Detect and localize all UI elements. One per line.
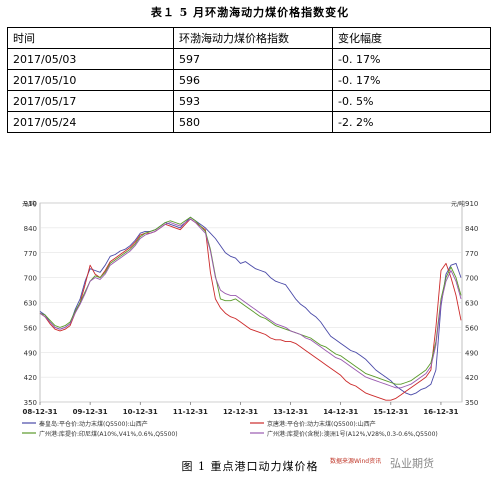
x-tick-label: 15-12-31 bbox=[373, 408, 408, 416]
y-tick-label-left: 490 bbox=[24, 349, 37, 357]
table-title: 表１ 5 月环渤海动力煤价格指数变化 bbox=[150, 6, 350, 19]
y-tick-label-left: 700 bbox=[24, 275, 37, 283]
series-line-3 bbox=[39, 216, 462, 385]
chart-grid bbox=[39, 202, 463, 403]
y-tick-label-right: 700 bbox=[465, 275, 478, 283]
header-date: 时间 bbox=[7, 27, 174, 49]
table-row: 2017/05/17 593 -0. 5% bbox=[7, 90, 491, 112]
left-unit-label: 元/吨 bbox=[22, 200, 36, 208]
watermark-text: 弘业期货 bbox=[390, 457, 434, 470]
x-tick-label: 11-12-31 bbox=[173, 408, 208, 416]
x-tick-label: 10-12-31 bbox=[123, 408, 158, 416]
legend-label: 秦皇岛:平仓价:动力末煤(Q5500):山西产 bbox=[39, 420, 148, 428]
table-header-row: 时间 环渤海动力煤价格指数 变化幅度 bbox=[7, 27, 491, 49]
y-tick-label-left: 630 bbox=[24, 300, 37, 308]
x-tick-label: 12-12-31 bbox=[223, 408, 258, 416]
header-change: 变化幅度 bbox=[332, 27, 491, 49]
chart-axes: 350 350 420 420 490 490 560 560 630 630 700 700 770 7… bbox=[22, 200, 478, 416]
cell-index: 580 bbox=[173, 111, 333, 133]
cell-change: -0. 17% bbox=[332, 69, 491, 91]
cell-date: 2017/05/03 bbox=[7, 48, 174, 70]
cell-change: -0. 17% bbox=[332, 48, 491, 70]
y-tick-label-right: 840 bbox=[465, 225, 478, 233]
coal-price-index-table: 时间 环渤海动力煤价格指数 变化幅度 2017/05/03 597 -0. 17… bbox=[7, 27, 491, 133]
series-line-1 bbox=[39, 216, 462, 396]
x-tick-label: 09-12-31 bbox=[73, 408, 108, 416]
cell-date: 2017/05/10 bbox=[7, 69, 174, 91]
legend-label: 广州港:库提价(含税):澳洲1号(A12%,V28%,0.3-0.6%,Q550… bbox=[267, 430, 438, 438]
coal-price-chart: 350 350 420 420 490 490 560 560 630 630 700 700 770 7… bbox=[22, 200, 478, 438]
y-tick-label-right: 490 bbox=[465, 349, 478, 357]
y-tick-label-left: 840 bbox=[24, 225, 37, 233]
cell-change: -0. 5% bbox=[332, 90, 491, 112]
y-tick-label-right: 420 bbox=[465, 374, 478, 382]
x-tick-label: 13-12-31 bbox=[273, 408, 308, 416]
chart-container: 350 350 420 420 490 490 560 560 630 630 700 700 770 7… bbox=[0, 188, 500, 450]
y-tick-label-right: 350 bbox=[465, 399, 478, 407]
legend-label: 京唐港:平仓价:动力末煤(Q5500):山西产 bbox=[267, 420, 376, 428]
y-tick-label-left: 770 bbox=[24, 250, 37, 258]
header-index: 环渤海动力煤价格指数 bbox=[173, 27, 333, 49]
x-tick-label: 08-12-31 bbox=[22, 408, 57, 416]
chart-legend: 秦皇岛:平仓价:动力末煤(Q5500):山西产 京唐港:平仓价:动力末煤(Q550… bbox=[22, 420, 438, 438]
cell-change: -2. 2% bbox=[332, 111, 491, 133]
y-tick-label-left: 910 bbox=[24, 200, 37, 208]
y-tick-label-right: 770 bbox=[465, 250, 478, 258]
series-line-2 bbox=[39, 218, 462, 401]
cell-index: 593 bbox=[173, 90, 333, 112]
y-tick-label-right: 910 bbox=[465, 200, 478, 208]
x-tick-label: 14-12-31 bbox=[323, 408, 358, 416]
x-tick-label: 16-12-31 bbox=[423, 408, 458, 416]
y-tick-label-left: 350 bbox=[24, 399, 37, 407]
table-row: 2017/05/03 597 -0. 17% bbox=[7, 48, 491, 70]
legend-label: 广州港:库提价:印尼煤(A10%,V41%,0.6%,Q5500) bbox=[39, 430, 178, 438]
watermark-source: 数据来源Wind资讯 bbox=[330, 458, 382, 465]
cell-index: 597 bbox=[173, 48, 333, 70]
y-tick-label-right: 630 bbox=[465, 300, 478, 308]
cell-date: 2017/05/24 bbox=[7, 111, 174, 133]
table-row: 2017/05/10 596 -0. 17% bbox=[7, 69, 491, 91]
table-row: 2017/05/24 580 -2. 2% bbox=[7, 111, 491, 133]
figure-caption: 图 1 重点港口动力煤价格 bbox=[181, 460, 319, 473]
chart-series-lines bbox=[39, 216, 462, 401]
right-unit-label: 元/吨 bbox=[451, 200, 465, 208]
series-line-4 bbox=[39, 218, 462, 389]
y-tick-label-right: 560 bbox=[465, 324, 478, 332]
cell-index: 596 bbox=[173, 69, 333, 91]
y-tick-label-left: 420 bbox=[24, 374, 37, 382]
cell-date: 2017/05/17 bbox=[7, 90, 174, 112]
y-tick-label-left: 560 bbox=[24, 324, 37, 332]
